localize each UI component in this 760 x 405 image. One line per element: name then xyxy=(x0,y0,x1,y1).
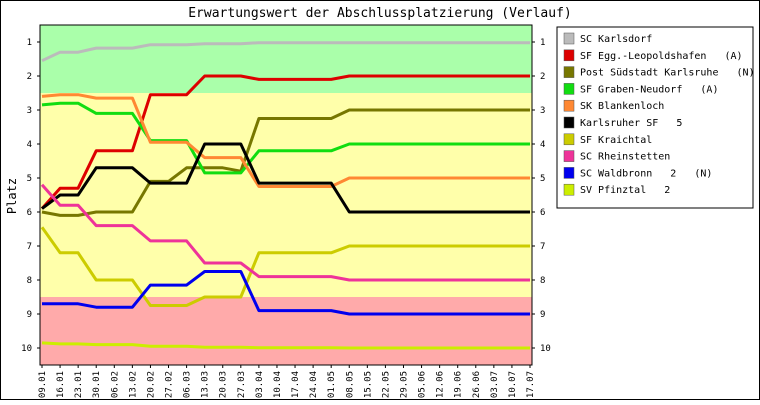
y-tick-label-right: 10 xyxy=(540,344,551,354)
legend-swatch xyxy=(563,183,575,196)
x-tick-label: 27.02 xyxy=(165,371,175,398)
x-tick-label: 24.04 xyxy=(309,371,319,398)
y-tick-label-left: 3 xyxy=(27,106,32,116)
y-tick-label-left: 1 xyxy=(27,38,32,48)
y-tick-label-left: 9 xyxy=(27,310,32,320)
y-tick-label-left: 7 xyxy=(27,242,32,252)
x-tick-label: 12.06 xyxy=(436,371,446,398)
chart-title: Erwartungswert der Abschlussplatzierung … xyxy=(188,6,572,21)
x-tick-label: 03.04 xyxy=(255,371,265,398)
x-tick-label: 05.06 xyxy=(418,371,428,398)
legend-swatch xyxy=(563,83,575,95)
x-tick-label: 01.05 xyxy=(327,371,337,398)
y-tick-label-right: 8 xyxy=(540,276,545,286)
legend-swatch xyxy=(563,167,575,179)
x-tick-label: 20.03 xyxy=(219,371,229,398)
x-tick-label: 17.04 xyxy=(291,371,301,398)
y-tick-label-right: 5 xyxy=(540,174,545,184)
y-tick-label-right: 3 xyxy=(540,106,545,116)
x-tick-label: 09.01 xyxy=(38,371,48,398)
legend: SC Karlsdorf SF Egg.-Leopoldshafen (A) Pos… xyxy=(556,26,755,209)
y-tick-label-right: 4 xyxy=(540,140,545,150)
x-tick-label: 06.02 xyxy=(110,371,120,398)
legend-box xyxy=(556,26,754,209)
y-tick-label-right: 9 xyxy=(540,310,545,320)
series-line-3 xyxy=(41,101,530,175)
y-tick-label-right: 7 xyxy=(540,242,545,252)
legend-swatch xyxy=(563,116,575,129)
y-axis-right: 1 2 3 4 5 6 7 8 9 10 xyxy=(532,38,551,354)
legend-label: SC Rheinstetten xyxy=(580,152,670,163)
x-tick-label: 19.06 xyxy=(454,371,464,398)
series-line-6 xyxy=(40,226,530,307)
legend-label: Karlsruher SF 5 xyxy=(580,118,682,129)
x-tick-label: 10.04 xyxy=(273,371,283,398)
series-line-5 xyxy=(41,142,530,214)
series-line-2 xyxy=(41,108,530,217)
legend-swatch xyxy=(563,32,575,45)
y-tick-label-right: 1 xyxy=(540,38,545,48)
y-tick-label-left: 6 xyxy=(27,208,32,218)
legend-swatch xyxy=(563,99,575,112)
y-tick-label-right: 6 xyxy=(540,208,545,218)
series-line-9 xyxy=(41,341,530,350)
x-tick-label: 13.03 xyxy=(201,371,211,398)
x-axis: 09.01 16.01 23.01 30.01 06.02 13.02 20.02 27.02… xyxy=(38,365,536,398)
x-tick-label: 13.02 xyxy=(128,371,138,398)
x-tick-label: 27.03 xyxy=(237,371,247,398)
series-line-7 xyxy=(40,183,530,282)
y-tick-label-left: 4 xyxy=(27,140,32,150)
legend-swatch xyxy=(563,150,575,162)
band-0 xyxy=(40,25,532,93)
legend-swatch xyxy=(563,49,575,62)
band-1 xyxy=(40,93,532,297)
series-line-1 xyxy=(40,74,530,210)
x-tick-label: 26.06 xyxy=(472,371,482,398)
legend-label: SC Karlsdorf xyxy=(580,34,652,45)
x-tick-label: 22.05 xyxy=(381,371,391,398)
x-tick-label: 30.01 xyxy=(92,371,102,398)
series-lines xyxy=(40,41,530,350)
y-tick-label-left: 2 xyxy=(27,72,32,82)
x-tick-label: 08.05 xyxy=(345,371,355,398)
x-tick-label: 10.07 xyxy=(508,371,518,398)
y-axis-label: Platz xyxy=(5,178,19,214)
x-tick-label: 17.07 xyxy=(526,371,536,398)
x-tick-label: 29.05 xyxy=(399,371,409,398)
y-tick-label-right: 2 xyxy=(540,72,545,82)
x-tick-label: 15.05 xyxy=(363,371,373,398)
y-tick-label-left: 8 xyxy=(27,276,32,286)
legend-label: SF Graben-Neudorf (A) xyxy=(580,84,718,95)
legend-label: SK Blankenloch xyxy=(580,101,664,112)
x-tick-label: 20.02 xyxy=(146,371,156,398)
x-tick-label: 23.01 xyxy=(74,371,84,398)
series-line-8 xyxy=(42,270,530,316)
series-line-0 xyxy=(41,41,530,63)
legend-swatch xyxy=(563,66,575,78)
x-tick-label: 06.03 xyxy=(183,371,193,398)
x-tick-label: 03.07 xyxy=(490,371,500,398)
x-tick-label: 16.01 xyxy=(56,371,66,398)
legend-swatch xyxy=(563,133,575,146)
y-tick-label-left: 10 xyxy=(21,344,32,354)
legend-label: SV Pfinztal 2 xyxy=(580,185,670,196)
legend-label: SC Waldbronn 2 (N) xyxy=(580,168,712,179)
background-bands xyxy=(40,25,532,365)
legend-label: SF Egg.-Leopoldshafen (A) xyxy=(580,51,743,62)
y-axis-left: 1 2 3 4 5 6 7 8 9 10 xyxy=(21,38,40,354)
series-line-4 xyxy=(41,93,530,188)
legend-label: Post Südstadt Karlsruhe (N) xyxy=(580,68,755,79)
plot-frame xyxy=(39,24,533,366)
y-tick-label-left: 5 xyxy=(27,174,32,184)
legend-label: SF Kraichtal xyxy=(580,135,652,146)
